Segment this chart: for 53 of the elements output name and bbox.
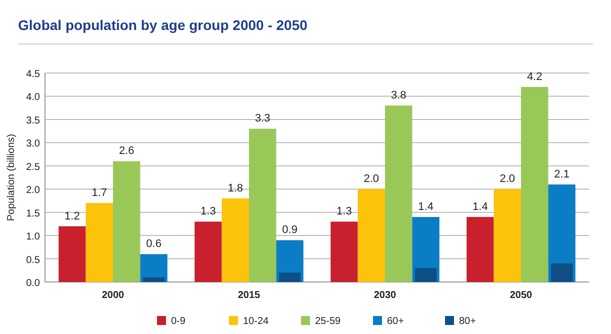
bar [249,128,276,282]
data-label: 1.3 [336,206,352,218]
legend-label: 80+ [459,316,476,327]
bar [521,86,548,282]
legend-label: 0-9 [171,316,186,327]
data-label: 1.2 [64,210,80,222]
legend-label: 25-59 [315,316,342,327]
data-label: 0.9 [282,224,298,236]
bar [58,226,86,282]
text: 2.5 [26,162,40,173]
bar [142,277,165,282]
text: 1.0 [26,232,40,243]
data-label: 1.4 [472,200,488,213]
text: 2.0 [26,185,40,196]
bar [385,106,412,282]
bar [222,198,249,282]
data-label: 2.0 [500,173,516,186]
data-label: 1.4 [418,200,434,213]
bar [113,161,140,282]
text: 1.5 [26,208,40,220]
data-label: 3.3 [254,112,270,125]
bar [466,216,494,282]
bar [550,263,573,282]
text: 4.0 [26,92,40,104]
bar [494,189,521,282]
data-label: 1.3 [200,206,216,218]
bar [414,268,437,282]
data-label: 0.6 [146,238,162,250]
legend-label: 10-24 [243,316,270,327]
legend-label: 60+ [387,316,404,327]
bar [358,189,385,282]
x-tick-label: 2000 [102,290,125,301]
data-label: 2.1 [554,168,570,180]
bar [86,203,113,282]
text: 0.5 [26,254,40,266]
bar [330,222,358,282]
x-tick-label: 2015 [238,290,261,301]
data-label: 3.8 [390,90,406,102]
data-label: 1.8 [228,182,244,194]
x-tick-label: 2030 [374,290,397,301]
data-label: 4.2 [526,70,542,83]
text: 3.0 [26,138,40,150]
text: 0.0 [26,278,40,289]
bar [194,222,222,282]
x-tick-label: 2050 [510,290,533,301]
chart-title: Global population by age group 2000 - 2050 [18,17,308,33]
text: 3.5 [26,115,40,126]
data-label: 2.6 [118,145,134,158]
text: 4.5 [26,69,40,80]
data-label: 2.0 [364,173,380,186]
data-label: 1.7 [92,187,108,200]
bar [278,272,301,282]
y-axis-title: Population (billions) [6,134,17,222]
